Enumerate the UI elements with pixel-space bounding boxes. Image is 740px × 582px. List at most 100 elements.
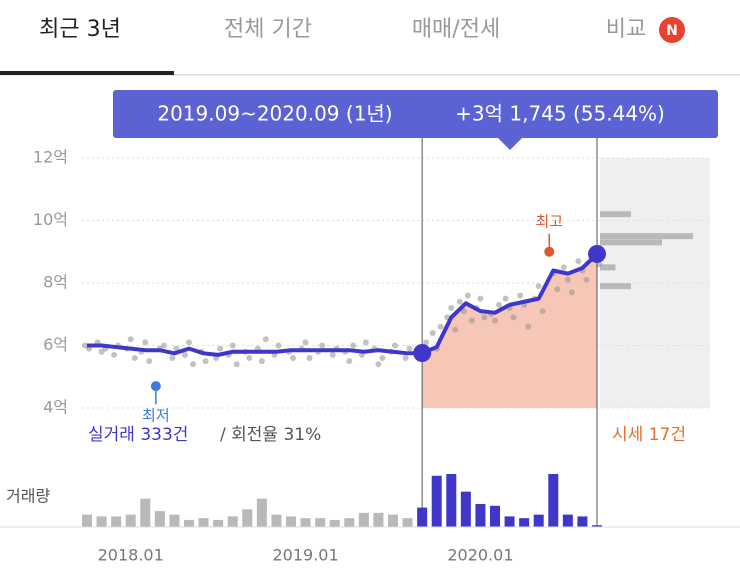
y-tick-label: 4억 [43, 398, 68, 417]
transaction-dot [464, 292, 471, 299]
quote-bar [600, 211, 631, 218]
transaction-dot [429, 330, 436, 336]
transaction-dot [350, 342, 357, 349]
transaction-dot [510, 314, 517, 321]
badge-text: N [666, 23, 678, 39]
quotes-label: 시세 17건 [612, 425, 686, 445]
volume-bar [475, 504, 486, 527]
volume-bar [271, 514, 282, 527]
transaction-dot [564, 276, 571, 283]
transaction-dot [142, 339, 149, 346]
tooltip [113, 90, 718, 138]
transaction-dot [492, 317, 498, 324]
transaction-dot [127, 336, 134, 343]
volume-bar [592, 525, 602, 527]
volume-bar [256, 498, 267, 527]
y-tick-label: 8억 [43, 273, 68, 292]
volume-bar [198, 518, 209, 527]
range-point [588, 244, 606, 263]
volume-bar [373, 512, 384, 527]
transaction-dot [233, 361, 240, 368]
volume-bar [402, 518, 413, 527]
transaction-dot [583, 276, 590, 283]
transaction-dot [306, 355, 313, 361]
tab[interactable]: 전체 기간 [224, 17, 312, 42]
highest-label: 최고 [535, 212, 563, 230]
x-tick-label: 2020.01 [447, 546, 513, 565]
transaction-dot [190, 361, 196, 368]
transaction-dot [111, 351, 118, 358]
transaction-dot [258, 358, 265, 365]
y-tick-label: 6억 [43, 335, 68, 354]
y-tick-label: 10억 [33, 210, 68, 229]
transaction-dot [517, 292, 524, 299]
highest-dot [544, 246, 555, 257]
transaction-dot [262, 336, 269, 343]
transaction-dot [437, 323, 444, 330]
transaction-dot [460, 308, 467, 315]
volume-bar [460, 491, 471, 527]
volume-bar [388, 514, 398, 527]
transaction-dot [146, 358, 153, 365]
volume-bar [548, 474, 559, 527]
volume-bar [446, 474, 457, 527]
transaction-dot [246, 355, 253, 361]
tab-underline [0, 71, 174, 75]
volume-bar [140, 498, 151, 527]
transaction-dot [319, 342, 326, 349]
transaction-dot [481, 314, 488, 321]
transaction-dot [302, 339, 309, 346]
volume-bar [533, 514, 544, 527]
volume-bar [82, 514, 92, 527]
transaction-dot [375, 361, 382, 368]
tooltip-change: +3억 1,745 (55.44%) [455, 102, 665, 126]
volume-bar [344, 518, 355, 527]
deals: 실거래 333건 [88, 425, 188, 445]
transaction-dot [468, 317, 475, 324]
transaction-dot [217, 345, 224, 352]
lowest-dot [150, 381, 161, 392]
volume-bar [184, 519, 194, 527]
quote-bar [600, 264, 616, 271]
tab[interactable]: 매매/전세 [412, 17, 500, 42]
transaction-dot [131, 355, 138, 361]
y-tick-label: 12억 [33, 148, 68, 167]
volume-bar [315, 518, 326, 527]
transaction-dot [525, 323, 532, 330]
transaction-dot [346, 358, 353, 365]
transaction-dot [229, 342, 236, 349]
transaction-dot [169, 355, 176, 361]
x-tick-label: 2019.01 [272, 546, 338, 565]
transaction-dot [535, 283, 542, 290]
transaction-dot [456, 298, 463, 305]
volume-bar [227, 516, 238, 527]
transaction-dot [160, 342, 167, 349]
transaction-dot [452, 326, 459, 333]
volume-bar [111, 516, 122, 527]
transaction-dot [379, 355, 386, 361]
turnover: / 회전율 31% [220, 425, 321, 445]
volume-bar [562, 514, 573, 527]
tab-border [0, 74, 740, 76]
transaction-dot [448, 305, 455, 311]
transaction-dot [402, 355, 409, 361]
volume-bar [431, 475, 442, 527]
transaction-dot [362, 339, 369, 346]
volume-bar [96, 516, 107, 527]
transaction-dot [554, 286, 561, 293]
tab[interactable]: 최근 3년 [39, 17, 121, 42]
transaction-dot [406, 345, 413, 352]
volume-bar [125, 514, 136, 527]
volume-bar [329, 519, 340, 527]
tooltip-period: 2019.09~2020.09 (1년) [157, 102, 392, 126]
volume-label: 거래량 [6, 487, 50, 506]
volume-bar [490, 505, 500, 527]
transaction-dot [502, 295, 509, 302]
transaction-dot [329, 351, 336, 358]
tab[interactable]: 비교 [606, 17, 646, 42]
transaction-dot [496, 301, 502, 308]
volume-bar [577, 516, 588, 527]
transaction-dot [392, 342, 398, 349]
transaction-dot [202, 358, 209, 365]
